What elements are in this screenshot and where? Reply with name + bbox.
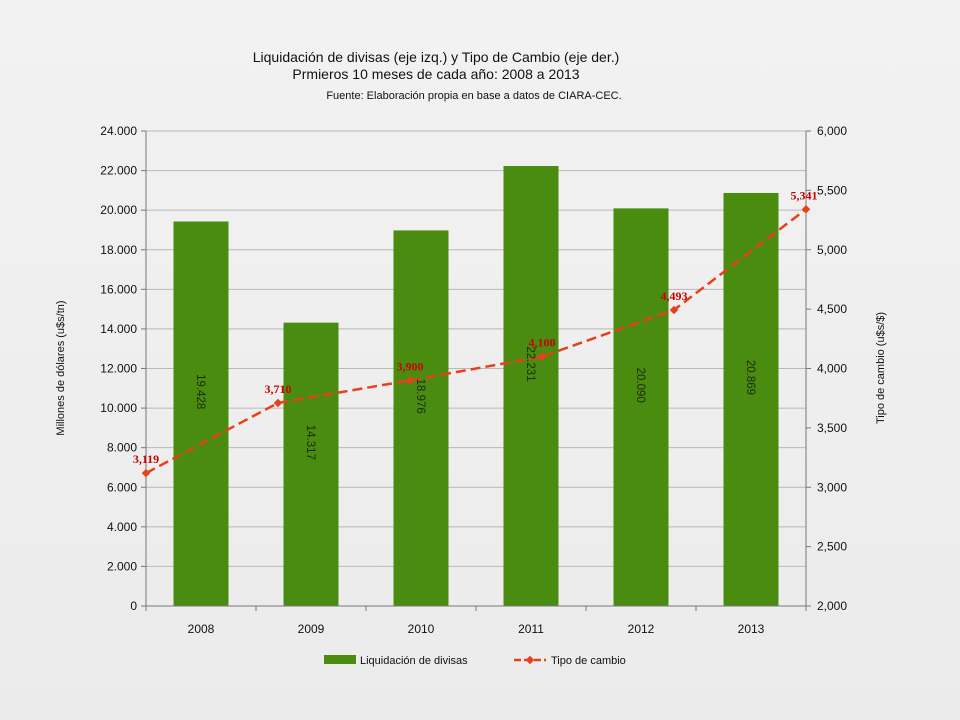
legend: Liquidación de divisas Tipo de cambio [324, 655, 626, 667]
line-marker [801, 205, 811, 214]
line-value-label: 5,341 [791, 188, 818, 202]
y-right-tick-label: 3,500 [817, 421, 847, 435]
bar [393, 230, 449, 606]
y-axis-right-title: Tipo de cambio (u$s/$) [875, 312, 887, 424]
bar-value-label: 22.231 [524, 346, 536, 381]
x-tick-label: 2010 [408, 622, 435, 636]
line-value-label: 3,900 [397, 359, 424, 373]
y-right-tick-label: 2,500 [817, 540, 847, 554]
legend-swatch-bars [324, 655, 356, 664]
legend-label-bars: Liquidación de divisas [360, 655, 468, 667]
y-left-tick-label: 22.000 [100, 164, 137, 178]
exchange-rate-line [145, 208, 807, 475]
y-left-tick-label: 10.000 [100, 401, 137, 415]
bar [283, 322, 339, 606]
y-left-tick-label: 12.000 [100, 362, 137, 376]
x-tick-label: 2011 [518, 622, 544, 636]
y-right-tick-label: 6,000 [817, 124, 847, 138]
y-left-tick-label: 18.000 [100, 243, 137, 257]
y-left-tick-label: 4.000 [107, 520, 137, 534]
bar-series [173, 166, 779, 607]
axes: 02.0004.0006.0008.00010.00012.00014.0001… [100, 124, 847, 636]
y-right-tick-label: 4,000 [817, 362, 847, 376]
y-left-tick-label: 14.000 [100, 322, 137, 336]
y-left-tick-label: 2.000 [107, 559, 137, 573]
x-tick-label: 2008 [188, 622, 215, 636]
line-value-label: 3,119 [133, 452, 159, 466]
bar-value-label: 18.976 [414, 379, 426, 414]
bar [173, 221, 229, 607]
y-right-tick-label: 5,000 [817, 243, 847, 257]
line-value-label: 4,493 [661, 289, 688, 303]
y-right-tick-label: 5,500 [817, 183, 847, 197]
bar [613, 208, 669, 606]
data-labels: 19.428 14.317 18.976 22.231 20.090 20.869 3,11… [133, 188, 818, 466]
x-tick-label: 2009 [298, 622, 325, 636]
x-tick-label: 2012 [628, 622, 655, 636]
y-left-tick-label: 0 [130, 599, 137, 613]
y-left-tick-label: 24.000 [100, 124, 137, 138]
y-axis-left-title: Millones de dólares (u$s/tn) [55, 300, 67, 435]
bar-value-label: 20.869 [744, 360, 756, 395]
y-right-tick-label: 4,500 [817, 302, 847, 316]
bar [723, 192, 779, 606]
line-marker [669, 305, 679, 315]
bar [503, 166, 559, 606]
y-left-tick-label: 20.000 [100, 203, 137, 217]
line-marker [273, 398, 283, 408]
y-left-tick-label: 16.000 [100, 282, 137, 296]
bar-value-label: 20.090 [634, 368, 646, 403]
line-marker [405, 376, 415, 385]
line-value-label: 4,100 [529, 336, 556, 350]
y-right-tick-label: 3,000 [817, 480, 847, 494]
y-left-tick-label: 8.000 [107, 441, 137, 455]
line-marker [537, 352, 547, 361]
chart-subtitle: Prmieros 10 meses de cada año: 2008 a 20… [292, 66, 580, 82]
line-marker [141, 468, 151, 478]
x-tick-label: 2013 [738, 622, 765, 636]
line-series [141, 205, 811, 478]
chart-source: Fuente: Elaboración propia en base a dat… [326, 90, 622, 102]
bar-value-label: 14.317 [304, 425, 316, 460]
legend-label-line: Tipo de cambio [551, 655, 626, 667]
y-right-tick-label: 2,000 [817, 599, 847, 613]
y-left-tick-label: 6.000 [107, 480, 137, 494]
line-value-label: 3,710 [265, 382, 292, 396]
bar-value-label: 19.428 [194, 374, 206, 409]
chart-title: Liquidación de divisas (eje izq.) y Tipo… [252, 49, 620, 65]
legend-marker-line [525, 655, 535, 665]
